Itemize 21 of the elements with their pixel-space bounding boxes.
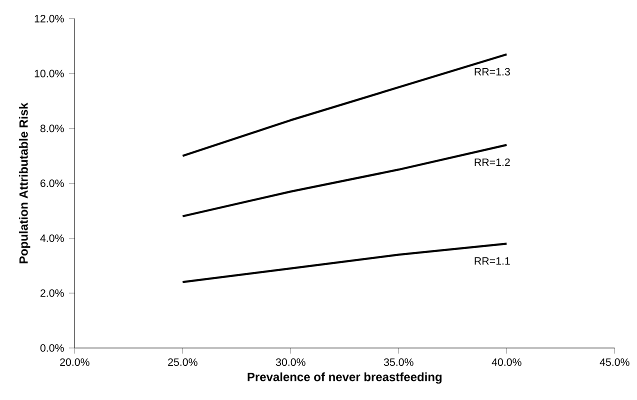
x-tick-label: 30.0% [276,358,306,366]
x-tick-label: 20.0% [60,358,90,366]
y-tick-label: 0.0% [40,344,64,352]
x-tick-label: 40.0% [492,358,522,366]
series-label: RR=1.2 [474,158,510,166]
line-series [182,53,508,157]
y-tick-label: 10.0% [34,70,64,78]
y-axis-title: Population Attributable Risk [19,102,30,264]
line-series [182,242,508,284]
y-tick-label: 4.0% [40,234,64,242]
y-tick-label: 8.0% [40,124,64,132]
y-tick-label: 2.0% [40,289,64,297]
y-tick-label: 6.0% [40,180,64,188]
y-tick-label: 12.0% [34,14,64,22]
x-axis-title: Prevalence of never breastfeeding [248,372,442,384]
x-tick-label: 45.0% [600,358,630,366]
x-tick-label: 35.0% [384,358,414,366]
series-label: RR=1.3 [474,68,510,76]
x-tick-label: 25.0% [168,358,198,366]
line-series [182,144,508,218]
series-label: RR=1.1 [474,257,510,265]
